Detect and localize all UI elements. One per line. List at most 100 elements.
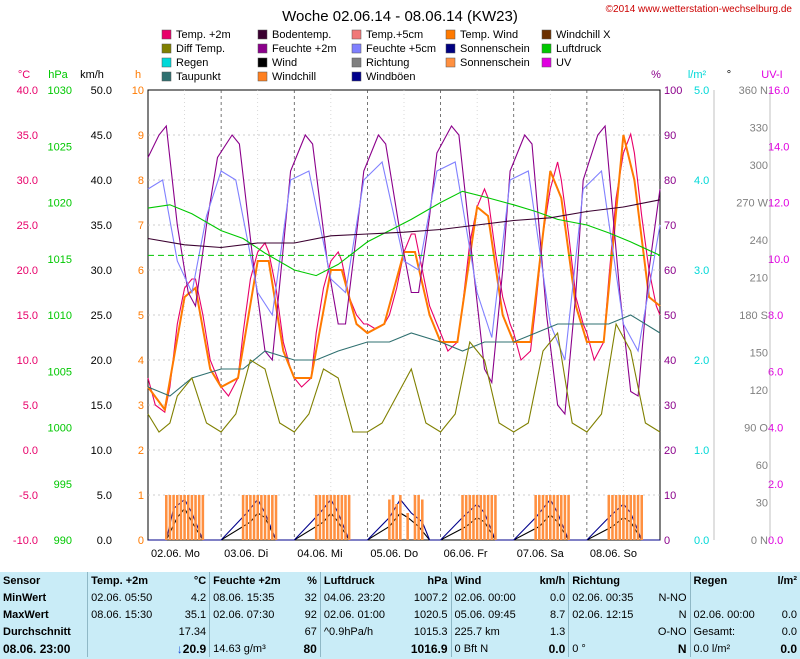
legend: Temp. +2m Bodentemp. Temp.+5cm Temp. Wind Wi… (161, 29, 611, 83)
sunshine-bar (165, 495, 168, 540)
pressure-tick-label: 1030 (48, 85, 72, 97)
pressure-tick-label: 1010 (48, 310, 72, 322)
x-tick-label: 03.06. Di (224, 548, 268, 560)
direction-tick-label: 30 (756, 498, 768, 510)
pressure-tick-label: 1025 (48, 141, 72, 153)
axis-unit-label: UV-I (761, 69, 782, 81)
x-tick-label: 06.06. Fr (444, 548, 488, 560)
legend-item: Windchill (257, 71, 316, 83)
sunshine-bar (486, 495, 490, 540)
direction-tick-label: 0 N (751, 535, 768, 547)
col-wind: Wind (450, 572, 531, 589)
copyright-note: ©2014 www.wetterstation-wechselburg.de (606, 4, 793, 15)
col-temp: Temp. +2m (87, 572, 168, 589)
legend-label: Windchill (272, 71, 316, 83)
sunshine-bar (567, 495, 570, 540)
sun-tick-label: 3 (138, 400, 144, 412)
stats-panel: Sensor Temp. +2m °C Feuchte +2m % Luftdr… (0, 572, 800, 659)
sunshine-bar (611, 495, 614, 540)
legend-item: Taupunkt (161, 71, 221, 83)
cell-dir-value: O-NO (657, 625, 687, 638)
direction-tick-label: 60 (756, 460, 768, 472)
sunshine-bar (461, 495, 464, 540)
cell-rain-value: 0.0 (781, 625, 797, 638)
stats-header-row: Sensor Temp. +2m °C Feuchte +2m % Luftdr… (0, 572, 800, 589)
legend-label: Sonnenschein (460, 57, 530, 69)
legend-label: Regen (176, 57, 208, 69)
legend-label: Wind (272, 57, 297, 69)
temp-tick-label: 0.0 (23, 445, 38, 457)
sunshine-bar (186, 495, 190, 540)
legend-swatch (161, 71, 172, 82)
legend-item: Richtung (351, 57, 409, 69)
direction-tick-label: 150 (750, 348, 768, 360)
cell-hum-value: 67 (304, 625, 317, 638)
sunshine-bar (559, 495, 563, 540)
legend-swatch (541, 43, 552, 54)
sunshine-bar (241, 495, 245, 540)
cell-dir-time: 0 ° (568, 640, 649, 657)
cell-rain-time: Gesamt: (689, 623, 770, 640)
wind-tick-label: 5.0 (97, 490, 112, 502)
sunshine-bar (636, 495, 640, 540)
sunshine-bar (483, 495, 486, 540)
x-tick-label: 04.06. Mi (297, 548, 342, 560)
cell-hum-time: 08.06. 15:35 (209, 589, 297, 606)
rain-tick-label: 0.0 (694, 535, 709, 547)
sunshine-bar (475, 495, 479, 540)
cell-press-value: 1007.2 (413, 591, 448, 604)
legend-label: Feuchte +5cm (366, 43, 436, 55)
row-label: Durchschnitt (3, 625, 71, 638)
humidity-tick-label: 20 (664, 445, 676, 457)
x-tick-label: 07.06. Sa (517, 548, 565, 560)
legend-item: Regen (161, 57, 208, 69)
cell-dir-time (568, 623, 649, 640)
legend-item: Windböen (351, 71, 416, 83)
pressure-tick-label: 995 (54, 479, 72, 491)
humidity-tick-label: 10 (664, 490, 676, 502)
temp-tick-label: 25.0 (17, 220, 38, 232)
sunshine-bar (541, 495, 545, 540)
cell-dir-value: N (677, 641, 687, 656)
legend-label: Sonnenschein (460, 43, 530, 55)
sunshine-bar (391, 495, 395, 540)
legend-swatch (445, 29, 456, 40)
temp-tick-label: 5.0 (23, 400, 38, 412)
series-line-diff-temp (147, 322, 661, 433)
sun-tick-label: 4 (138, 355, 144, 367)
cell-press-time (319, 640, 401, 657)
pressure-tick-label: 1000 (48, 423, 72, 435)
sunshine-bar (494, 495, 497, 540)
col-dir-blank (649, 572, 691, 589)
sunshine-bar (614, 495, 618, 540)
sunshine-bar (549, 495, 552, 540)
cell-press-time: 04.06. 23:20 (319, 589, 401, 606)
sunshine-bar (625, 495, 629, 540)
sunshine-bar (417, 495, 420, 540)
cell-temp-value: ↓20.9 (167, 640, 209, 657)
legend-swatch (351, 71, 362, 82)
sunshine-bar (563, 495, 567, 540)
legend-label: Bodentemp. (272, 29, 331, 41)
legend-item: Diff Temp. (161, 43, 225, 55)
sun-tick-label: 10 (132, 85, 144, 97)
series-line-feuchte-2m (147, 124, 661, 416)
sunshine-bar (314, 495, 318, 540)
legend-swatch (351, 57, 362, 68)
weather-chart: Woche 02.06.14 - 08.06.14 (KW23) ©2014 w… (13, 4, 793, 560)
legend-label: Luftdruck (556, 43, 602, 55)
col-dir: Richtung (568, 572, 649, 589)
col-wind-unit: km/h (539, 574, 566, 587)
col-hum: Feuchte +2m (209, 572, 297, 589)
direction-tick-label: 300 (750, 160, 768, 172)
legend-label: Feuchte +2m (272, 43, 337, 55)
legend-swatch (445, 43, 456, 54)
legend-label: Temp. Wind (460, 29, 518, 41)
legend-item: Sonnenschein (445, 43, 530, 55)
direction-tick-label: 270 W (736, 198, 768, 210)
stats-row-max: MaxWert 08.06. 15:30 35.1 02.06. 07:30 9… (0, 606, 800, 623)
cell-hum-value: 80 (303, 641, 317, 656)
cell-temp-time: 02.06. 05:50 (87, 589, 168, 606)
direction-tick-label: 330 (750, 123, 768, 135)
cell-temp-time (87, 623, 168, 640)
